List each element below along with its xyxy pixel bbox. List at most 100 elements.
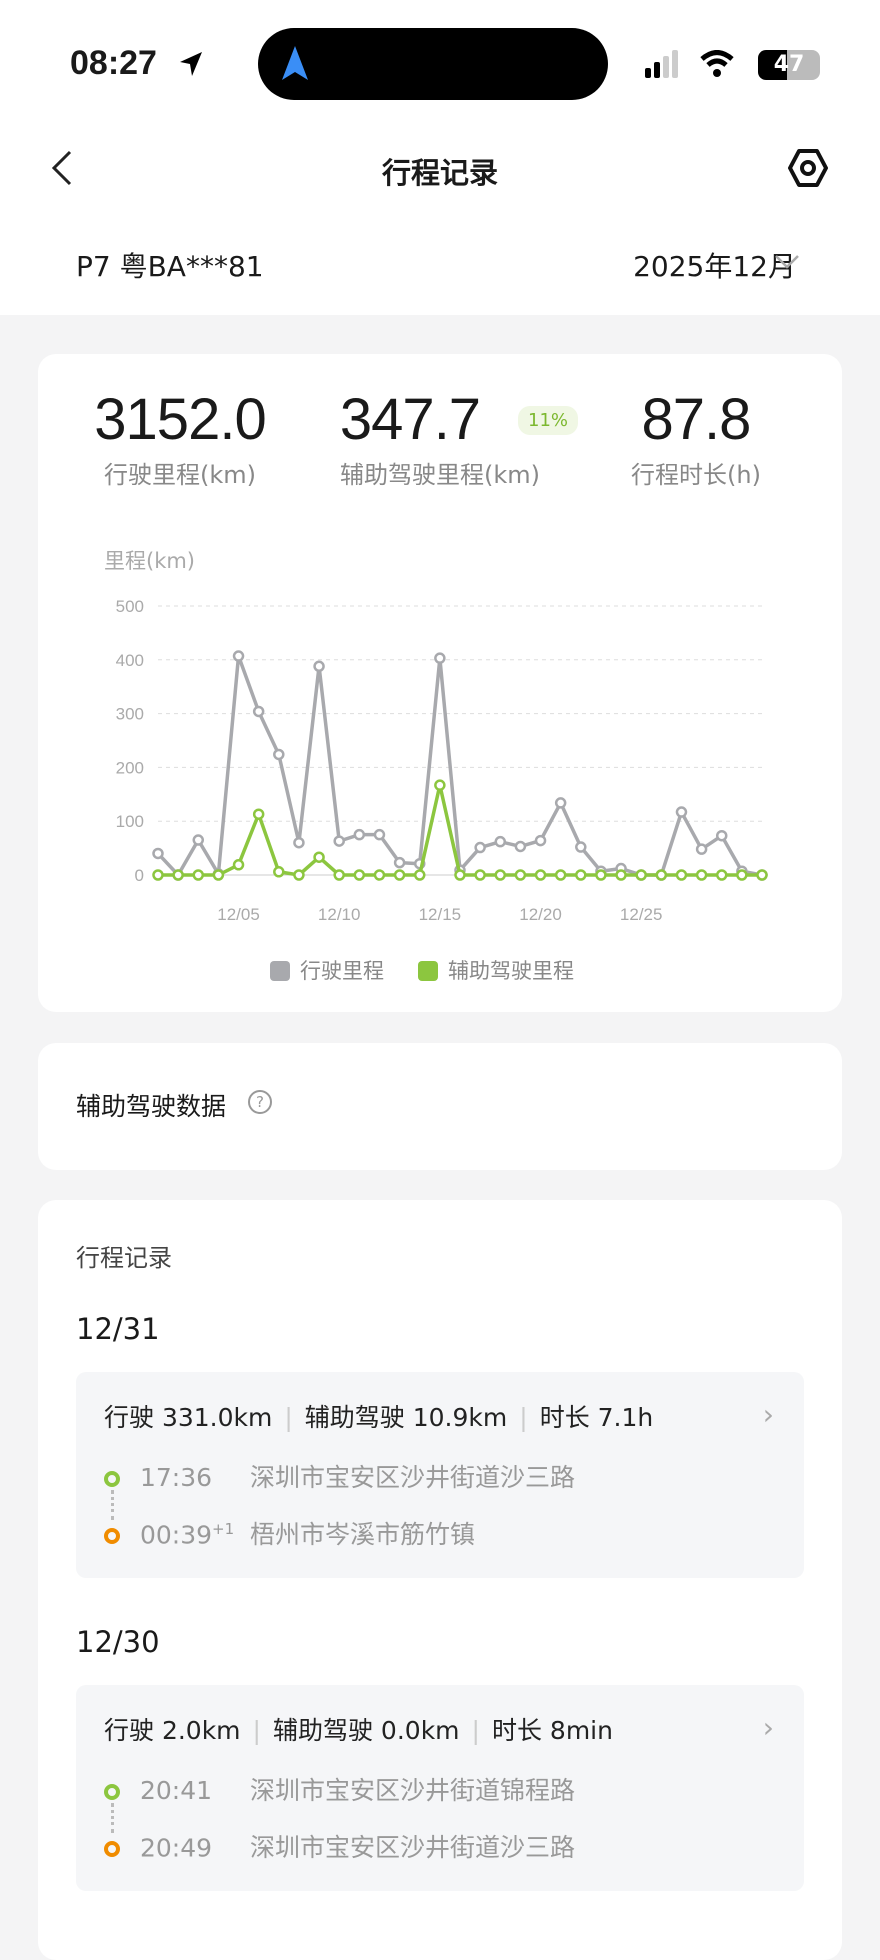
- data-point: [172, 869, 184, 881]
- data-point: [715, 869, 728, 881]
- x-tick-label: 12/05: [217, 905, 260, 924]
- vehicle-selector[interactable]: P7 粤BA***81: [76, 250, 264, 283]
- chevron-down-icon[interactable]: [774, 254, 800, 270]
- wifi-icon: [700, 50, 734, 77]
- page-title: 行程记录: [381, 156, 498, 190]
- data-point: [232, 859, 245, 871]
- data-point: [413, 869, 426, 881]
- data-point: [554, 797, 567, 809]
- data-point: [192, 834, 205, 846]
- data-point: [635, 869, 647, 881]
- data-point: [393, 856, 406, 869]
- data-point: [494, 869, 507, 881]
- data-point: [333, 869, 345, 881]
- data-point: [333, 835, 345, 847]
- chevron-right-icon: ›: [762, 1711, 774, 1744]
- data-point: [273, 866, 285, 878]
- chart-y-axis-title: 里程(km): [104, 549, 196, 573]
- data-point: [675, 869, 688, 881]
- data-point: [695, 869, 708, 881]
- data-point: [736, 869, 748, 881]
- chevron-right-icon: ›: [762, 1398, 774, 1431]
- data-point: [393, 869, 406, 881]
- location-arrow-icon: [180, 52, 202, 76]
- stat-duration: 87.8 行程时长(h): [606, 386, 786, 490]
- trips-title: 行程记录: [76, 1244, 172, 1272]
- status-time: 08:27: [70, 44, 157, 82]
- duration-value: 87.8: [641, 387, 752, 452]
- assist-data-card[interactable]: [38, 1043, 842, 1170]
- trip-item[interactable]: 行驶 331.0km | 辅助驾驶 10.9km | 时长 7.1h › 17:36 深圳…: [76, 1372, 804, 1578]
- start-dot-icon: [104, 1471, 120, 1487]
- data-point: [756, 869, 768, 881]
- trip-start: 17:36 深圳市宝安区沙井街道沙三路: [104, 1458, 575, 1494]
- signal-icon: [645, 50, 678, 78]
- data-point: [454, 869, 466, 881]
- y-tick-label: 100: [116, 812, 144, 831]
- route-connector: [111, 1803, 114, 1833]
- x-tick-label: 12/25: [620, 905, 663, 924]
- chart-legend: 行驶里程 辅助驾驶里程: [270, 955, 574, 985]
- trip-end: 20:49 深圳市宝安区沙井街道沙三路: [104, 1828, 575, 1864]
- data-point: [715, 829, 728, 842]
- assist-distance-value: 347.7: [339, 387, 481, 452]
- back-button[interactable]: [50, 150, 74, 186]
- settings-gear-icon[interactable]: [788, 148, 828, 188]
- drive-distance-value: 3152.0: [94, 387, 266, 452]
- trip-summary: 行驶 331.0km | 辅助驾驶 10.9km | 时长 7.1h: [104, 1403, 654, 1432]
- data-point: [554, 869, 567, 881]
- y-tick-label: 200: [116, 758, 144, 777]
- dynamic-island: [258, 28, 608, 100]
- data-point: [152, 869, 164, 881]
- assist-data-title: 辅助驾驶数据: [76, 1092, 227, 1121]
- stat-assist-distance: 347.7 辅助驾驶里程(km): [320, 386, 560, 490]
- end-dot-icon: [104, 1841, 120, 1857]
- x-tick-label: 12/15: [419, 905, 462, 924]
- data-point: [575, 869, 587, 881]
- data-point: [232, 650, 245, 662]
- data-point: [353, 828, 366, 841]
- data-point: [293, 869, 305, 881]
- month-selector[interactable]: 2025年12月: [633, 250, 796, 283]
- data-point: [534, 869, 547, 881]
- data-point: [313, 851, 325, 863]
- legend-item-assist: 辅助驾驶里程: [418, 955, 574, 985]
- data-point: [655, 869, 668, 881]
- trip-end: 00:39+1 梧州市岑溪市筋竹镇: [104, 1515, 475, 1551]
- data-point: [474, 841, 486, 854]
- trip-item[interactable]: 行驶 2.0km | 辅助驾驶 0.0km | 时长 8min › 20:41 深圳市宝安…: [76, 1685, 804, 1891]
- data-point: [494, 835, 507, 848]
- data-point: [212, 869, 225, 881]
- data-point: [434, 779, 446, 791]
- assist-distance-label: 辅助驾驶里程(km): [339, 461, 540, 489]
- data-point: [152, 847, 164, 860]
- legend-item-drive: 行驶里程: [270, 955, 384, 985]
- x-tick-label: 12/10: [318, 905, 361, 924]
- data-point: [353, 869, 366, 881]
- y-tick-label: 400: [116, 651, 144, 670]
- data-point: [373, 828, 386, 841]
- end-dot-icon: [104, 1528, 120, 1544]
- data-point: [695, 843, 708, 855]
- assist-percent-badge: 11%: [518, 406, 579, 435]
- data-point: [514, 869, 527, 881]
- data-point: [313, 660, 325, 673]
- y-tick-label: 300: [116, 705, 144, 724]
- mileage-line-chart: 0 100 200 300 400 500 12/05 12/10 12/15 12/20 12/2…: [116, 597, 768, 924]
- y-tick-label: 500: [116, 597, 144, 616]
- data-point: [474, 869, 486, 881]
- data-point: [273, 748, 285, 761]
- data-point: [534, 834, 547, 847]
- battery-indicator: 47: [758, 50, 820, 80]
- data-point: [675, 806, 688, 818]
- help-icon[interactable]: ?: [248, 1090, 272, 1114]
- navigation-icon: [282, 46, 308, 80]
- data-point: [192, 869, 205, 881]
- data-point: [575, 841, 587, 853]
- stat-drive-distance: 3152.0 行驶里程(km): [80, 386, 280, 490]
- trip-start: 20:41 深圳市宝安区沙井街道锦程路: [104, 1771, 575, 1807]
- summary-card: [38, 354, 842, 1012]
- start-dot-icon: [104, 1784, 120, 1800]
- data-point: [293, 836, 305, 849]
- route-connector: [111, 1490, 114, 1520]
